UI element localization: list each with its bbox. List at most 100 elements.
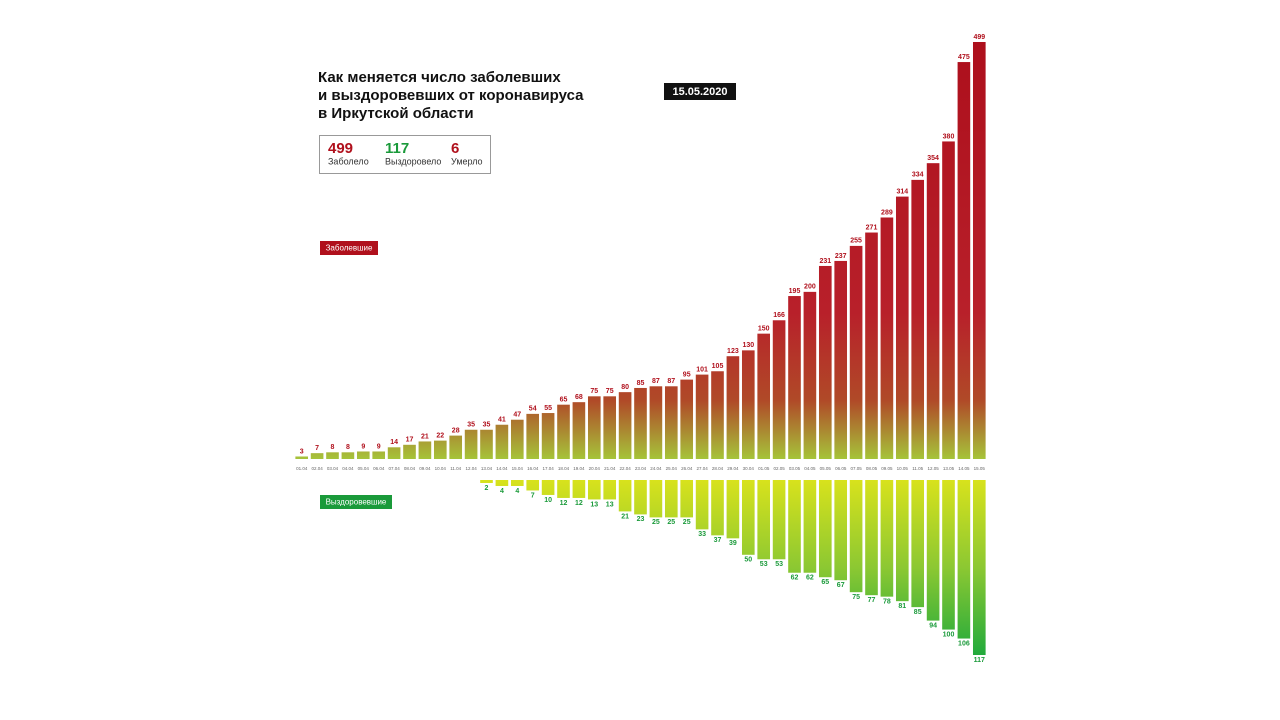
x-tick-label: 04.05: [804, 466, 816, 471]
bar-infected: [603, 396, 617, 459]
value-label-infected: 354: [927, 155, 939, 162]
value-label-infected: 85: [637, 380, 645, 387]
value-label-infected: 255: [850, 238, 862, 245]
value-label-infected: 231: [819, 258, 831, 265]
title-line: в Иркутской области: [318, 105, 474, 122]
bar-recovered: [480, 480, 493, 483]
x-tick-label: 16.04: [527, 466, 539, 471]
value-label-infected: 22: [436, 432, 444, 439]
value-label-recovered: 37: [714, 537, 722, 544]
bar-infected: [387, 447, 401, 459]
value-label-recovered: 75: [852, 594, 860, 601]
bar-infected: [464, 429, 478, 459]
value-label-recovered: 2: [485, 485, 489, 492]
bar-recovered: [865, 480, 878, 596]
value-label-infected: 68: [575, 394, 583, 401]
bar-infected: [433, 440, 447, 459]
bar-infected: [895, 196, 909, 460]
value-label-infected: 166: [773, 312, 785, 319]
value-label-infected: 65: [560, 397, 568, 404]
value-label-infected: 237: [835, 253, 847, 260]
bar-infected: [741, 350, 755, 459]
summary-value: 6: [451, 140, 459, 157]
value-label-infected: 3: [300, 448, 304, 455]
x-tick-label: 15.04: [512, 466, 524, 471]
bar-infected: [818, 265, 832, 459]
bar-infected: [926, 163, 940, 459]
x-tick-label: 28.04: [712, 466, 724, 471]
bar-recovered: [649, 480, 663, 518]
value-label-infected: 105: [712, 363, 724, 370]
bar-infected: [803, 291, 817, 459]
bar-recovered: [680, 480, 694, 518]
bar-infected: [849, 245, 863, 459]
bar-infected: [341, 452, 355, 459]
bar-recovered: [895, 480, 909, 602]
value-label-infected: 200: [804, 284, 816, 291]
bar-recovered: [557, 480, 570, 498]
summary-label: Выздоровело: [385, 156, 441, 166]
x-tick-label: 13.05: [943, 466, 955, 471]
bar-recovered: [664, 480, 678, 518]
x-tick-label: 01.05: [758, 466, 770, 471]
x-tick-label: 26.04: [681, 466, 693, 471]
bar-recovered: [926, 480, 940, 621]
x-tick-label: 13.04: [481, 466, 493, 471]
value-label-recovered: 67: [837, 582, 845, 589]
summary-value: 499: [328, 140, 353, 157]
value-label-infected: 8: [331, 444, 335, 451]
value-label-infected: 314: [896, 188, 908, 195]
bar-infected: [480, 429, 493, 459]
value-label-recovered: 78: [883, 599, 891, 606]
value-label-infected: 195: [789, 288, 801, 295]
x-tick-label: 14.05: [958, 466, 970, 471]
bar-infected: [695, 374, 709, 459]
value-label-infected: 80: [621, 384, 629, 391]
value-label-infected: 9: [361, 443, 365, 450]
value-label-recovered: 21: [621, 513, 629, 520]
bar-infected: [634, 387, 647, 459]
bar-recovered: [818, 480, 832, 578]
value-label-recovered: 106: [958, 640, 970, 647]
bar-recovered: [711, 480, 724, 536]
bar-infected: [526, 413, 540, 459]
value-label-infected: 101: [696, 366, 708, 373]
value-label-recovered: 53: [760, 561, 768, 568]
value-label-recovered: 25: [683, 519, 691, 526]
bar-infected: [680, 379, 694, 459]
value-label-infected: 95: [683, 371, 691, 378]
x-tick-label: 15.05: [974, 466, 986, 471]
bar-infected: [911, 179, 925, 459]
x-tick-label: 07.05: [850, 466, 862, 471]
value-label-recovered: 81: [898, 603, 906, 610]
value-label-recovered: 62: [806, 575, 814, 582]
value-label-infected: 123: [727, 348, 739, 355]
x-tick-label: 09.05: [881, 466, 893, 471]
summary-label: Заболело: [328, 156, 369, 166]
value-label-infected: 54: [529, 406, 537, 413]
bar-infected: [649, 386, 663, 459]
value-label-recovered: 50: [744, 557, 752, 564]
date: 15.05.2020: [672, 86, 727, 98]
x-tick-label: 12.05: [927, 466, 939, 471]
bar-infected: [541, 413, 555, 459]
value-label-infected: 17: [406, 437, 414, 444]
x-tick-label: 02.05: [773, 466, 785, 471]
bar-recovered: [911, 480, 925, 608]
bar-recovered: [603, 480, 617, 500]
bar-infected: [942, 141, 955, 459]
bar-infected: [449, 435, 463, 459]
summary-value: 117: [385, 140, 409, 157]
bar-infected: [618, 392, 632, 459]
x-tick-label: 20.04: [589, 466, 601, 471]
x-tick-label: 19.04: [573, 466, 585, 471]
x-tick-label: 02.04: [311, 466, 323, 471]
title: Как меняется число заболевших и выздоров…: [318, 69, 584, 122]
x-tick-label: 06.04: [373, 466, 385, 471]
bar-infected: [880, 217, 894, 459]
title-line: Как меняется число заболевших: [318, 69, 561, 86]
value-label-recovered: 53: [775, 561, 783, 568]
bar-recovered: [834, 480, 848, 581]
legend-label: Заболевшие: [326, 244, 373, 253]
